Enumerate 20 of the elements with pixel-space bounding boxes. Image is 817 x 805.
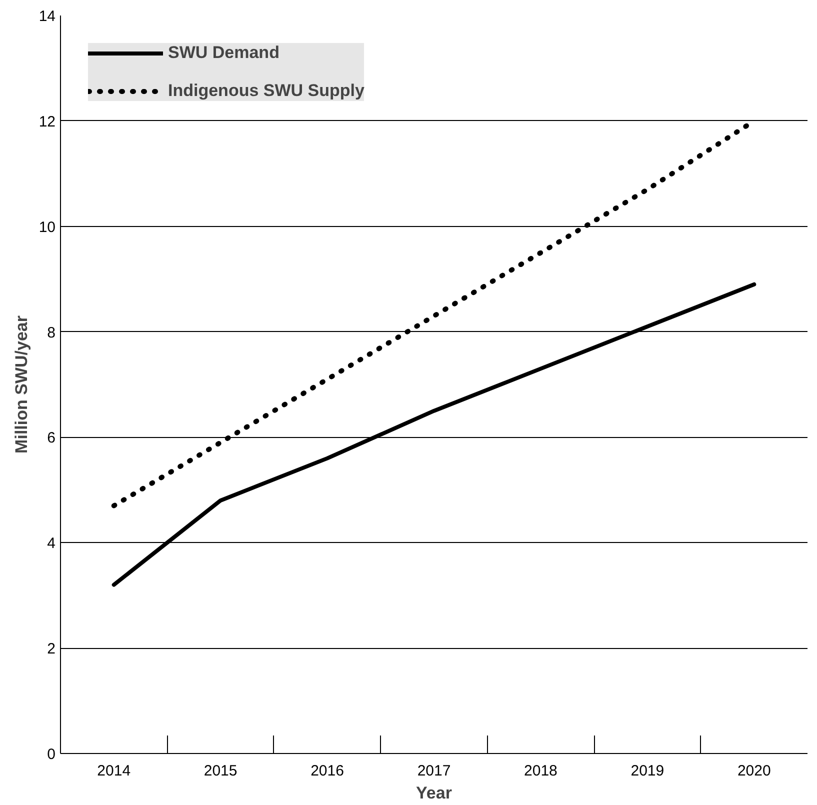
x-axis-title: Year: [416, 784, 452, 802]
y-tick-label: 2: [47, 640, 56, 658]
x-tick-label: 2014: [97, 762, 131, 780]
legend-label: SWU Demand: [168, 43, 280, 63]
y-tick-label: 6: [47, 430, 56, 447]
line-series: [112, 282, 756, 587]
x-tick-label: 2016: [310, 762, 344, 780]
x-tick-label: 2020: [737, 762, 771, 780]
x-tick-label: 2017: [417, 762, 451, 780]
y-tick-label: 12: [38, 113, 56, 130]
y-axis-title: Million SWU/year: [12, 315, 31, 454]
x-tick-label: 2019: [630, 762, 664, 780]
y-tick-label: 8: [47, 324, 56, 342]
y-tick-label: 14: [38, 8, 56, 25]
y-tick-label: 0: [47, 746, 56, 763]
x-tick-label: 2015: [204, 762, 238, 780]
legend-label: Indigenous SWU Supply: [168, 81, 364, 101]
y-tick-label: 10: [38, 218, 56, 236]
y-tick-label: 4: [47, 535, 56, 552]
x-tick-label: 2018: [524, 762, 558, 780]
